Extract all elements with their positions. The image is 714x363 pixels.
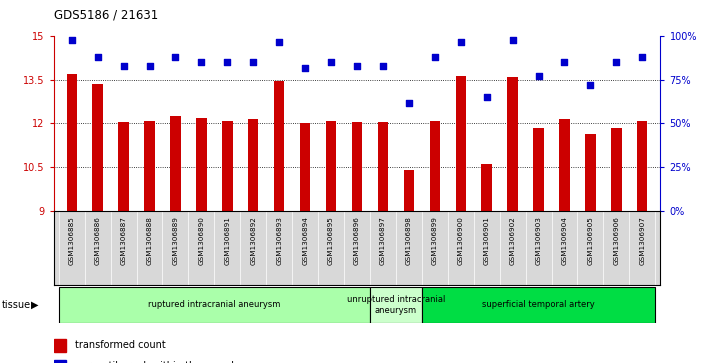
Bar: [533, 128, 544, 211]
Bar: [585, 134, 595, 211]
Text: GSM1306889: GSM1306889: [173, 216, 178, 265]
Text: GSM1306903: GSM1306903: [536, 216, 541, 265]
Point: [170, 54, 181, 60]
Bar: [370, 287, 422, 323]
Bar: [54, 359, 66, 363]
Text: GSM1306888: GSM1306888: [146, 216, 153, 265]
Bar: [508, 77, 518, 211]
Text: GSM1306896: GSM1306896: [354, 216, 360, 265]
Point: [533, 73, 544, 79]
Text: GSM1306897: GSM1306897: [380, 216, 386, 265]
Text: GSM1306892: GSM1306892: [250, 216, 256, 265]
Bar: [481, 164, 492, 211]
Point: [585, 82, 596, 88]
Point: [92, 54, 104, 60]
Point: [273, 38, 285, 44]
Point: [637, 54, 648, 60]
Bar: [403, 170, 414, 211]
Text: ▶: ▶: [31, 300, 39, 310]
Text: GSM1306891: GSM1306891: [224, 216, 231, 265]
Text: GSM1306894: GSM1306894: [302, 216, 308, 265]
Text: GSM1306893: GSM1306893: [276, 216, 282, 265]
Text: GSM1306885: GSM1306885: [69, 216, 75, 265]
Text: transformed count: transformed count: [75, 340, 166, 350]
Bar: [637, 121, 648, 211]
Bar: [611, 128, 622, 211]
Point: [221, 60, 233, 65]
Text: GSM1306907: GSM1306907: [639, 216, 645, 265]
Bar: [326, 121, 336, 211]
Bar: [170, 116, 181, 211]
Bar: [92, 84, 103, 211]
Point: [377, 63, 388, 69]
Bar: [66, 74, 77, 211]
Bar: [222, 121, 233, 211]
Bar: [274, 81, 284, 211]
Point: [559, 60, 570, 65]
Bar: [430, 121, 440, 211]
Text: GSM1306900: GSM1306900: [458, 216, 464, 265]
Bar: [196, 118, 206, 211]
Text: GSM1306902: GSM1306902: [510, 216, 516, 265]
Text: GSM1306898: GSM1306898: [406, 216, 412, 265]
Point: [248, 60, 259, 65]
Bar: [456, 76, 466, 211]
Point: [326, 60, 337, 65]
Bar: [59, 287, 370, 323]
Point: [66, 37, 77, 43]
Text: ruptured intracranial aneurysm: ruptured intracranial aneurysm: [149, 301, 281, 309]
Point: [507, 37, 518, 43]
Bar: [300, 123, 311, 211]
Text: superficial temporal artery: superficial temporal artery: [482, 301, 595, 309]
Text: GSM1306890: GSM1306890: [198, 216, 204, 265]
Point: [610, 60, 622, 65]
Point: [118, 63, 129, 69]
Bar: [248, 119, 258, 211]
Point: [299, 65, 311, 70]
Text: unruptured intracranial
aneurysm: unruptured intracranial aneurysm: [347, 295, 445, 315]
Text: GSM1306904: GSM1306904: [561, 216, 568, 265]
Text: GSM1306905: GSM1306905: [588, 216, 593, 265]
Text: GSM1306886: GSM1306886: [95, 216, 101, 265]
Bar: [54, 339, 66, 352]
Point: [351, 63, 363, 69]
Bar: [352, 122, 362, 211]
Text: GSM1306895: GSM1306895: [328, 216, 334, 265]
Text: GSM1306901: GSM1306901: [483, 216, 490, 265]
Text: GSM1306906: GSM1306906: [613, 216, 619, 265]
Bar: [144, 121, 155, 211]
Bar: [119, 122, 129, 211]
Text: GDS5186 / 21631: GDS5186 / 21631: [54, 9, 158, 22]
Point: [455, 38, 466, 44]
Bar: [422, 287, 655, 323]
Text: GSM1306887: GSM1306887: [121, 216, 126, 265]
Text: percentile rank within the sample: percentile rank within the sample: [75, 361, 240, 363]
Bar: [559, 119, 570, 211]
Text: tissue: tissue: [2, 300, 31, 310]
Bar: [378, 122, 388, 211]
Point: [144, 63, 155, 69]
Point: [481, 94, 493, 100]
Point: [196, 60, 207, 65]
Point: [429, 54, 441, 60]
Text: GSM1306899: GSM1306899: [432, 216, 438, 265]
Point: [403, 99, 415, 105]
